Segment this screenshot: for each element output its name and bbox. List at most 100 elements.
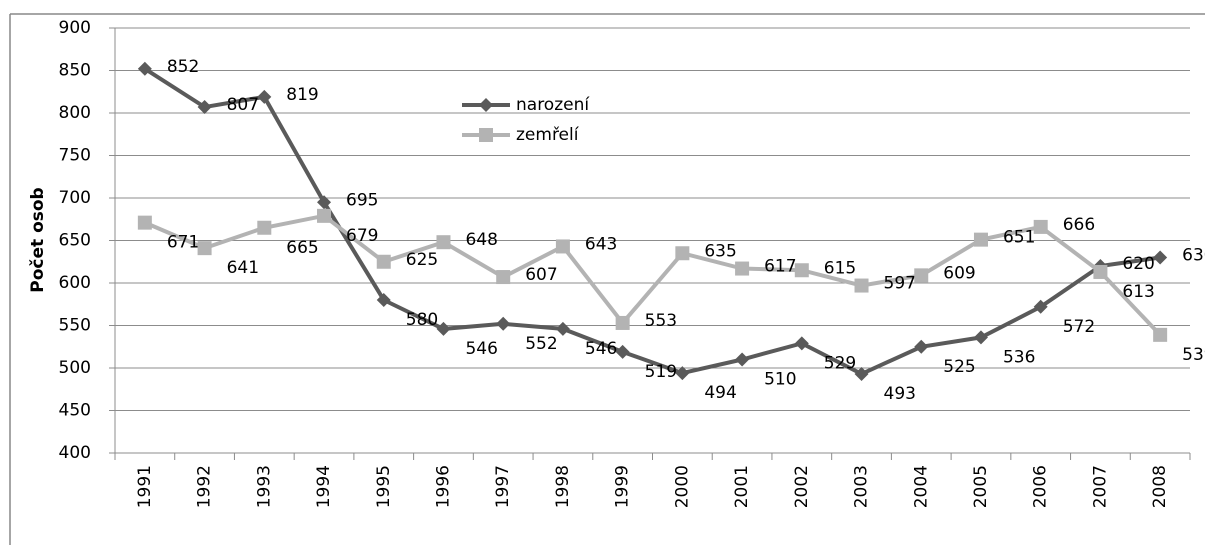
point xyxy=(496,270,511,285)
x-tick-label: 1998 xyxy=(553,465,573,508)
data-label: 807 xyxy=(227,95,259,115)
point xyxy=(615,344,630,359)
point xyxy=(376,293,391,307)
data-label: 625 xyxy=(406,250,438,270)
y-tick-label: 750 xyxy=(59,146,91,166)
point xyxy=(317,208,332,223)
data-label: 546 xyxy=(585,339,617,359)
point xyxy=(675,366,690,381)
legend-label: narození xyxy=(516,95,590,115)
data-label: 607 xyxy=(525,265,557,285)
point xyxy=(1153,250,1168,265)
point xyxy=(436,321,451,336)
data-label: 525 xyxy=(943,357,975,377)
point xyxy=(1153,327,1168,342)
data-label: 666 xyxy=(1063,215,1095,235)
point xyxy=(854,278,869,293)
data-label: 609 xyxy=(943,263,975,283)
data-label: 630 xyxy=(1182,246,1205,266)
y-tick-label: 450 xyxy=(59,401,91,421)
data-label: 552 xyxy=(525,334,557,354)
point xyxy=(137,215,152,230)
point xyxy=(496,316,511,331)
x-tick-label: 2005 xyxy=(971,465,991,508)
point xyxy=(257,220,272,235)
x-tick-label: 1992 xyxy=(195,465,215,508)
point xyxy=(794,263,809,278)
data-label: 648 xyxy=(465,230,497,250)
data-label: 529 xyxy=(824,353,856,373)
data-label: 546 xyxy=(465,339,497,359)
x-tick-label: 2002 xyxy=(792,465,812,508)
y-tick-label: 500 xyxy=(59,358,91,378)
data-label: 613 xyxy=(1122,282,1154,302)
x-tick-label: 2001 xyxy=(732,465,752,508)
data-label: 641 xyxy=(227,258,259,278)
point xyxy=(436,235,451,250)
data-label: 819 xyxy=(286,85,318,105)
data-label: 635 xyxy=(704,241,736,261)
point xyxy=(973,330,988,345)
data-label: 615 xyxy=(824,258,856,278)
series-line xyxy=(144,213,1162,337)
y-tick-label: 800 xyxy=(59,103,91,123)
y-tick-label: 400 xyxy=(59,443,91,463)
data-label: 617 xyxy=(764,257,796,277)
point xyxy=(1093,264,1108,279)
point xyxy=(854,366,869,381)
x-tick-label: 2000 xyxy=(672,465,692,508)
y-tick-label: 650 xyxy=(59,231,91,251)
y-tick-label: 850 xyxy=(59,61,91,81)
y-tick-label: 700 xyxy=(59,188,91,208)
y-axis-label: Počet osob xyxy=(28,187,48,292)
point xyxy=(479,98,493,112)
data-label: 620 xyxy=(1122,254,1154,274)
point xyxy=(197,241,212,256)
point xyxy=(735,261,750,276)
y-tick-label: 600 xyxy=(59,273,91,293)
point xyxy=(794,336,809,351)
data-label: 539 xyxy=(1182,345,1205,365)
data-label: 695 xyxy=(346,190,378,210)
x-tick-label: 2003 xyxy=(852,465,872,508)
x-tick-label: 1999 xyxy=(613,465,633,508)
data-label: 679 xyxy=(346,226,378,246)
point xyxy=(615,315,630,330)
point xyxy=(376,254,391,269)
data-label: 510 xyxy=(764,370,796,390)
point xyxy=(973,232,988,247)
point xyxy=(555,321,570,336)
data-label: 536 xyxy=(1003,347,1035,367)
data-label: 572 xyxy=(1063,317,1095,337)
point xyxy=(1033,219,1048,234)
data-label: 671 xyxy=(167,233,199,253)
point xyxy=(675,246,690,261)
x-tick-label: 2008 xyxy=(1150,465,1170,508)
x-tick-label: 2004 xyxy=(911,465,931,508)
data-label: 519 xyxy=(645,362,677,382)
point xyxy=(317,195,332,210)
legend-label: zemřelí xyxy=(516,125,580,145)
series-line xyxy=(143,67,1161,377)
point xyxy=(197,100,212,115)
data-label: 580 xyxy=(406,310,438,330)
x-tick-label: 1995 xyxy=(374,465,394,508)
y-tick-label: 900 xyxy=(59,18,91,38)
x-tick-label: 1991 xyxy=(135,465,155,508)
point xyxy=(479,128,493,142)
point xyxy=(137,61,152,76)
x-tick-label: 1997 xyxy=(493,465,513,508)
x-tick-label: 2006 xyxy=(1031,465,1051,508)
point xyxy=(914,339,929,354)
data-label: 553 xyxy=(645,311,677,331)
x-tick-label: 1994 xyxy=(314,465,334,508)
data-label: 852 xyxy=(167,57,199,77)
data-label: 597 xyxy=(884,274,916,294)
data-label: 651 xyxy=(1003,228,1035,248)
point xyxy=(914,268,929,283)
x-tick-label: 2007 xyxy=(1090,465,1110,508)
data-label: 665 xyxy=(286,238,318,258)
data-label: 493 xyxy=(884,384,916,404)
data-label: 494 xyxy=(704,383,736,403)
